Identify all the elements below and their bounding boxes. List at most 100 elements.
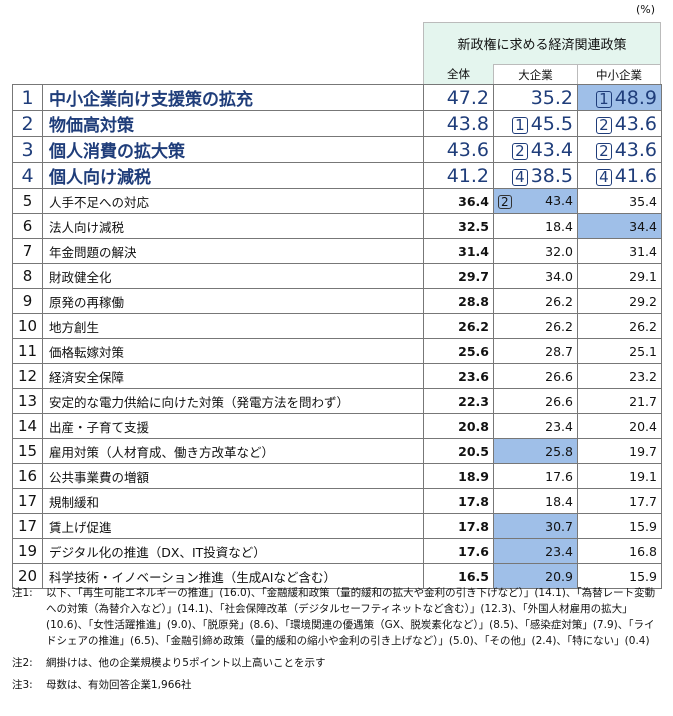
rank-number: 10 — [17, 317, 38, 335]
rank-number: 17 — [17, 492, 38, 510]
value-all-text: 43.8 — [446, 112, 489, 135]
col-header-all: 全体 — [423, 64, 493, 84]
policy-label: 雇用対策（人材育成、働き方改革など） — [42, 438, 424, 464]
value-large: 26.2 — [493, 313, 578, 339]
value-all: 23.6 — [423, 363, 494, 389]
rank-number: 16 — [17, 467, 38, 485]
value-small: 29.1 — [577, 263, 662, 289]
policy-label: 個人向け減税 — [42, 162, 424, 189]
value-all: 18.9 — [423, 463, 494, 489]
rank-number: 2 — [21, 112, 34, 135]
policy-label-text: 物価高対策 — [49, 116, 134, 136]
policy-label-text: 原発の再稼働 — [49, 294, 125, 310]
value-large: 30.7 — [493, 513, 578, 539]
rank-number: 14 — [17, 417, 38, 435]
note-text: 以下、「再生可能エネルギーの推進」(16.0)、「金融緩和政策（量的緩和の拡大や… — [46, 587, 656, 647]
policy-label-text: 法人向け減税 — [49, 219, 125, 235]
policy-label: 人手不足への対応 — [42, 188, 424, 214]
value-all-text: 29.7 — [458, 268, 489, 284]
value-all: 41.2 — [423, 162, 494, 189]
policy-group-header: 新政権に求める経済関連政策 — [423, 22, 661, 64]
value-small-text: 29.1 — [629, 268, 657, 284]
value-small: 19.1 — [577, 463, 662, 489]
rank-cell: 12 — [12, 363, 43, 389]
value-large: 26.6 — [493, 388, 578, 414]
rank-cell: 16 — [12, 463, 43, 489]
value-small-text: 19.7 — [629, 443, 657, 459]
value-small: 2 43.6 — [577, 136, 662, 163]
note-item: 注2: 網掛けは、他の企業規模より5ポイント以上高いことを示す — [12, 655, 662, 671]
table-row: 5 人手不足への対応 36.4 2 43.4 35.4 — [12, 188, 662, 214]
value-all: 32.5 — [423, 213, 494, 239]
policy-label-text: 人手不足への対応 — [49, 194, 150, 210]
col-header-small: 中小企業 — [577, 64, 661, 84]
table-row: 10 地方創生 26.2 26.2 26.2 — [12, 313, 662, 339]
value-all-text: 23.6 — [458, 368, 489, 384]
table-row: 7 年金問題の解決 31.4 32.0 31.4 — [12, 238, 662, 264]
table-row: 1 中小企業向け支援策の拡充 47.2 35.2 1 48.9 — [12, 84, 662, 111]
rank-cell: 4 — [12, 162, 43, 189]
rank-number: 19 — [17, 542, 38, 560]
table-row: 8 財政健全化 29.7 34.0 29.1 — [12, 263, 662, 289]
value-large: 18.4 — [493, 213, 578, 239]
rank-cell: 1 — [12, 84, 43, 111]
rank-badge: 2 — [596, 142, 612, 160]
table-row: 11 価格転嫁対策 25.6 28.7 25.1 — [12, 338, 662, 364]
value-large: 35.2 — [493, 84, 578, 111]
value-small: 20.4 — [577, 413, 662, 439]
table-row: 9 原発の再稼働 28.8 26.2 29.2 — [12, 288, 662, 314]
rank-badge: 1 — [596, 90, 612, 108]
value-small: 15.9 — [577, 513, 662, 539]
value-all-text: 28.8 — [458, 293, 489, 309]
value-all-text: 36.4 — [458, 193, 489, 209]
policy-label: 経済安全保障 — [42, 363, 424, 389]
value-large-text: 30.7 — [545, 518, 573, 534]
rank-number: 15 — [17, 442, 38, 460]
table-row: 16 公共事業費の増額 18.9 17.6 19.1 — [12, 463, 662, 489]
note-text: 母数は、有効回答企業1,966社 — [46, 679, 192, 691]
value-small-text: 17.7 — [629, 493, 657, 509]
value-large-text: 35.2 — [530, 86, 573, 109]
value-small: 26.2 — [577, 313, 662, 339]
policy-label-text: 財政健全化 — [49, 269, 112, 285]
note-item: 注3: 母数は、有効回答企業1,966社 — [12, 677, 662, 693]
value-large-text: 25.8 — [545, 443, 573, 459]
policy-label: 地方創生 — [42, 313, 424, 339]
rank-number: 12 — [17, 367, 38, 385]
policy-label: 出産・子育て支援 — [42, 413, 424, 439]
policy-label: デジタル化の推進（DX、IT投資など） — [42, 538, 424, 564]
policy-label-text: 経済安全保障 — [49, 369, 125, 385]
table-row: 3 個人消費の拡大策 43.6 2 43.4 2 43.6 — [12, 136, 662, 163]
policy-label-text: 個人消費の拡大策 — [49, 142, 185, 162]
table-row: 4 個人向け減税 41.2 4 38.5 4 41.6 — [12, 162, 662, 189]
value-all: 31.4 — [423, 238, 494, 264]
value-all-text: 17.8 — [458, 493, 489, 509]
value-large-text: 23.4 — [545, 418, 573, 434]
value-small-text: 23.2 — [629, 368, 657, 384]
policy-label: 財政健全化 — [42, 263, 424, 289]
value-large: 28.7 — [493, 338, 578, 364]
policy-label: 物価高対策 — [42, 110, 424, 137]
value-all-text: 31.4 — [458, 243, 489, 259]
rank-cell: 8 — [12, 263, 43, 289]
value-small: 21.7 — [577, 388, 662, 414]
policy-label-text: 科学技術・イノベーション推進（生成AIなど含む） — [49, 569, 336, 585]
rank-cell: 20 — [12, 563, 43, 589]
value-all: 28.8 — [423, 288, 494, 314]
rank-cell: 11 — [12, 338, 43, 364]
value-large-text: 18.4 — [545, 218, 573, 234]
policy-label: 賃上げ促進 — [42, 513, 424, 539]
policy-label: 科学技術・イノベーション推進（生成AIなど含む） — [42, 563, 424, 589]
note-key: 注3: — [12, 679, 33, 691]
rank-number: 1 — [21, 86, 34, 109]
value-small: 23.2 — [577, 363, 662, 389]
value-large-text: 26.2 — [545, 318, 573, 334]
policy-label: 原発の再稼働 — [42, 288, 424, 314]
value-large-text: 28.7 — [545, 343, 573, 359]
value-all-text: 16.5 — [458, 568, 489, 584]
value-small-text: 43.6 — [614, 112, 657, 135]
value-all: 26.2 — [423, 313, 494, 339]
policy-label: 個人消費の拡大策 — [42, 136, 424, 163]
table-row: 14 出産・子育て支援 20.8 23.4 20.4 — [12, 413, 662, 439]
policy-label-text: 出産・子育て支援 — [49, 419, 150, 435]
